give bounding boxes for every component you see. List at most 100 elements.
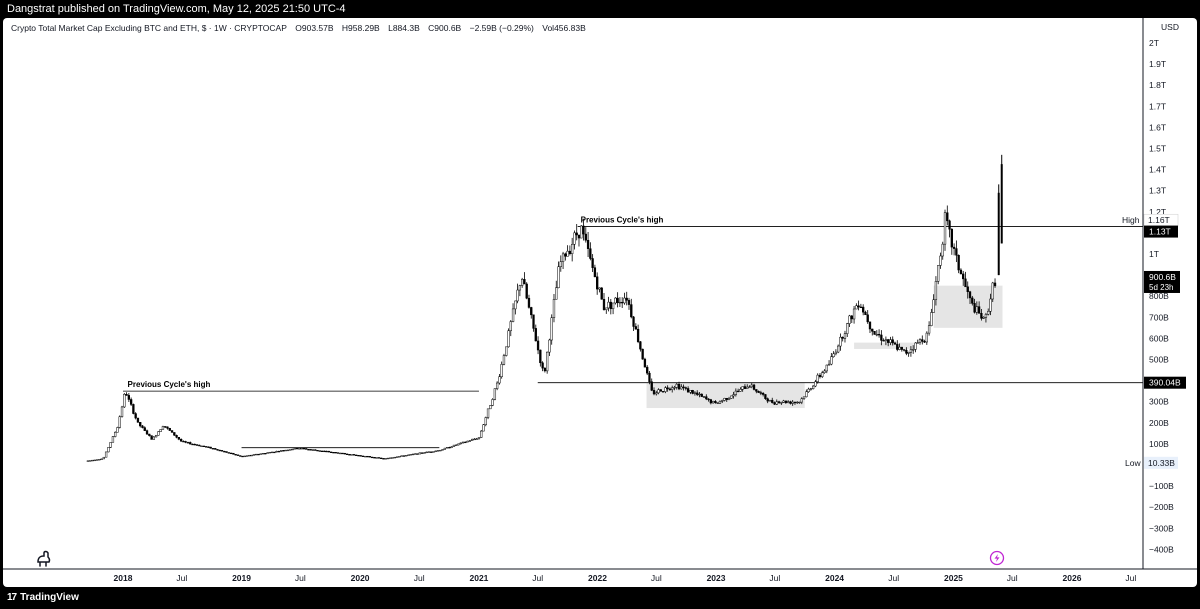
candle (373, 457, 376, 459)
candle (927, 321, 931, 336)
candle-body (973, 303, 976, 313)
candle (114, 431, 117, 438)
candle-body (480, 430, 483, 438)
candle-body (864, 311, 867, 316)
candle-body (436, 450, 440, 452)
candle (541, 361, 544, 372)
candle (355, 454, 358, 456)
candle (789, 400, 792, 405)
candle (207, 446, 210, 448)
candle-body (575, 232, 578, 236)
candle (591, 254, 594, 273)
candle-body (957, 254, 960, 271)
candle-body (882, 340, 885, 342)
candle (673, 385, 676, 391)
candle-body (350, 454, 353, 456)
candle (380, 457, 383, 460)
candle (623, 292, 626, 305)
candle-body (314, 449, 317, 451)
current-price-value: 900.6B (1149, 272, 1176, 282)
candle-body (132, 404, 135, 414)
candle (609, 298, 612, 315)
candle-body (225, 451, 228, 453)
candle (220, 450, 224, 452)
candle (862, 304, 865, 316)
candle-body (239, 455, 242, 457)
candle (807, 387, 810, 393)
candle-body (732, 394, 735, 397)
candle-body (780, 402, 783, 404)
candle-body (862, 306, 865, 313)
candle (95, 459, 99, 461)
candle-body (236, 454, 240, 456)
candle (443, 447, 447, 450)
candle-body (393, 456, 396, 459)
candle (416, 453, 419, 455)
candle (482, 423, 485, 432)
candle (968, 290, 972, 305)
candle (923, 339, 926, 343)
tradingview-logo-icon[interactable]: 17 TradingView (7, 592, 79, 603)
candle (118, 415, 121, 429)
candle-body (357, 454, 360, 457)
candle-body (175, 434, 178, 438)
candle-body (200, 445, 203, 448)
lightning-icon[interactable] (989, 550, 1005, 566)
candle (589, 242, 592, 261)
candle (336, 452, 340, 454)
candle (696, 390, 699, 397)
candle (230, 452, 233, 455)
ohlc-low: L884.3B (388, 23, 420, 33)
candle (255, 453, 258, 456)
candle-body (111, 436, 115, 443)
candle-body (884, 339, 888, 342)
candle (884, 336, 888, 346)
candle-body (548, 339, 551, 353)
symbol-title[interactable]: Crypto Total Market Cap Excluding BTC an… (11, 23, 287, 33)
candle (771, 397, 774, 404)
candle (227, 452, 231, 454)
candle (659, 389, 662, 392)
candle-body (384, 458, 387, 460)
candle (882, 338, 885, 342)
candle (557, 261, 560, 289)
candle-body (609, 301, 612, 310)
annotation-prev-high-2021: Previous Cycle's high (581, 216, 664, 225)
candle-body (120, 406, 124, 417)
dino-icon[interactable] (37, 550, 51, 567)
candle (846, 322, 849, 337)
candle (175, 434, 178, 439)
candle (316, 449, 319, 452)
candle (941, 241, 944, 260)
candle-body (571, 244, 574, 254)
candle-body (555, 287, 558, 300)
candle-body (402, 455, 406, 457)
low-label: Low (1125, 458, 1141, 468)
candle-body (789, 401, 792, 404)
candle (100, 458, 103, 460)
candle-body (721, 400, 724, 402)
candle (120, 405, 124, 418)
candle (641, 348, 644, 360)
candle-body (818, 374, 822, 377)
candle-body (477, 437, 481, 440)
currency-label[interactable]: USD (1161, 22, 1179, 32)
candle (439, 449, 442, 452)
candle (993, 278, 997, 288)
candle (759, 390, 763, 396)
candle (550, 314, 553, 345)
candle-body (414, 453, 417, 455)
candle (195, 444, 199, 446)
candle-body (300, 448, 303, 450)
candle-body (757, 391, 760, 393)
candle-body (952, 246, 956, 249)
candle (791, 400, 794, 406)
candle (809, 387, 813, 391)
time-tick-year: 2020 (351, 573, 370, 583)
candle (507, 328, 510, 348)
candle-body (204, 446, 208, 448)
candle-body (830, 356, 833, 365)
candle (900, 346, 903, 352)
candle-body (975, 306, 978, 313)
